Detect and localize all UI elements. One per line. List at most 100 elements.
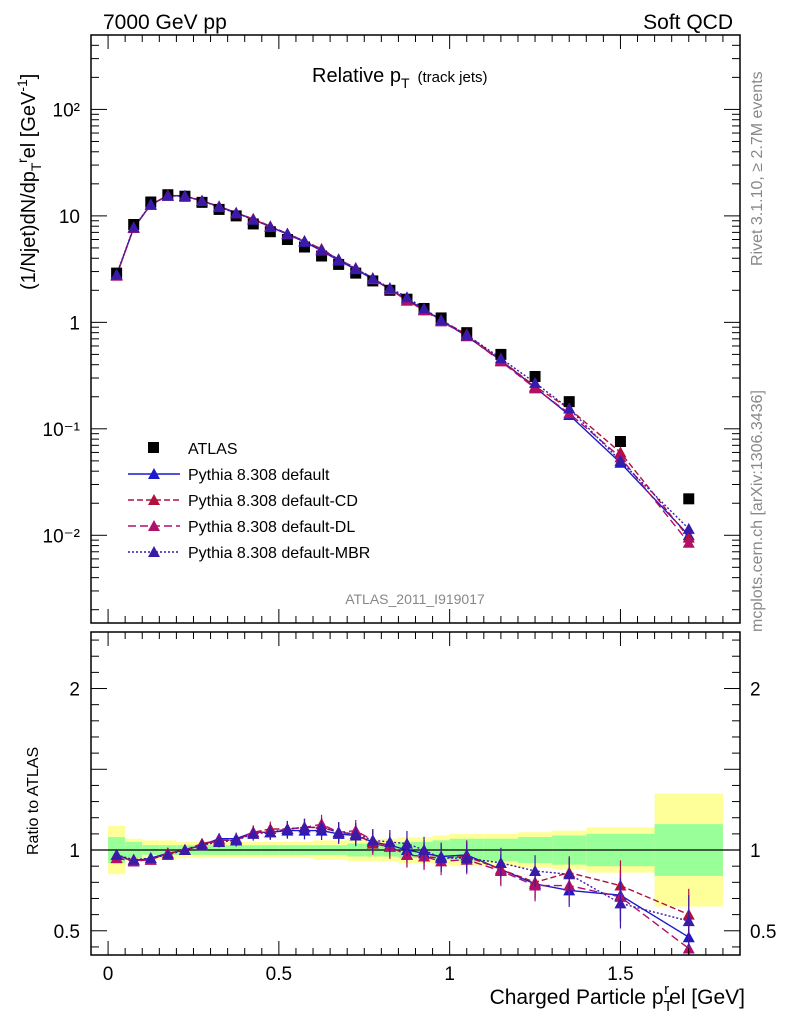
mbr-data-point [682,522,695,534]
atlas-data-point [298,241,310,253]
ratio-uncertainty-bands [91,793,740,907]
mbr-ratio-point [247,827,260,839]
mbr-data-point [178,189,191,201]
top-y-tick-label: 10 [59,207,80,228]
mbr-data-point [563,402,576,414]
mbr-data-point [614,454,627,466]
legend: ATLAS Pythia 8.308 default Pythia 8.308 de… [128,441,370,562]
mbr-data-point [460,329,473,341]
mbr-data-point [110,268,123,280]
mbr-ratio-point [435,852,448,864]
atlas-data-point [316,250,328,262]
bottom-y-axis-label: Ratio to ATLAS [25,747,42,855]
x-axis-label: Charged Particle pTrel [GeV] [490,981,745,1015]
top-y-tick-label: 1 [69,313,80,334]
mbr-ratio-point [332,826,345,838]
mbr-data-point [383,282,396,294]
atlas-data-point [281,234,293,246]
mbr-data-point [213,201,226,213]
mbr-ratio-point [349,827,362,839]
series-line-default [115,194,690,536]
mbr-data-point [332,253,345,265]
mbr-data-point [264,220,277,232]
mbr-ratio-point [315,821,328,833]
mbr-data-point [315,243,328,255]
mbr-ratio-point [614,897,627,909]
ratio-y-tick-label: 1 [69,841,80,862]
ratio-series-group [110,814,695,955]
legend-label-default: Pythia 8.308 default [188,467,330,484]
legend-marker-atlas [148,442,159,453]
legend-marker-default [148,468,160,479]
legend-marker-dl [148,520,160,531]
mbr-data-point [127,221,140,233]
mbr-data-point [298,235,311,247]
mbr-data-point [400,291,413,303]
legend-marker-cd [148,494,160,505]
ratio-y-tick-label-right: 1 [750,841,761,862]
ratio-y-tick-label: 2 [69,680,80,701]
mbr-ratio-point [230,834,243,846]
x-tick-label: 0 [103,964,114,985]
mbr-data-point [418,302,431,314]
mbr-ratio-point [213,835,226,847]
legend-label-atlas: ATLAS [188,441,238,458]
mbr-ratio-point [682,915,695,927]
dl-data-point [682,536,695,548]
mbr-ratio-point [418,844,431,856]
analysis-watermark: ATLAS_2011_I919017 [345,591,485,607]
mbr-data-point [435,314,448,326]
plot-title: Relative pT (track jets) [312,65,488,91]
rivet-label: Rivet 3.1.10, ≥ 2.7M events [749,71,766,266]
mbr-ratio-point [281,823,294,835]
x-tick-label: 1.5 [607,964,633,985]
mbr-ratio-point [110,848,123,860]
mbr-ratio-point [264,826,277,838]
series-line-dl [115,194,690,544]
mbr-data-point [529,376,542,388]
series-line-cd [115,194,690,539]
mbr-data-point [494,352,507,364]
mbr-data-point [196,194,209,206]
mbr-ratio-point [161,848,174,860]
top-y-tick-label: 10⁻² [43,526,81,547]
mbr-ratio-point [196,839,209,851]
mbr-data-point [349,262,362,274]
mbr-data-point [230,207,243,219]
atlas-data-point [614,436,626,448]
atlas-data-point [529,371,541,383]
mbr-ratio-point [298,821,311,833]
ratio-plot-frame [90,631,741,956]
mbr-ratio-point [383,835,396,847]
top-y-tick-label: 10² [53,100,80,121]
top-y-tick-label: 10⁻¹ [43,420,81,441]
mbr-ratio-point [366,834,379,846]
header-energy-label: 7000 GeV pp [103,11,227,34]
mbr-ratio-point [529,865,542,877]
ratio-y-tick-label-right: 2 [750,680,761,701]
top-y-axis-label: (1/Njet)dN/dpTrel [GeV-1] [14,74,44,290]
atlas-data-point [563,396,575,408]
x-tick-label: 1 [444,964,455,985]
mbr-ratio-point [563,868,576,880]
mcplots-label: mcplots.cern.ch [arXiv:1306.3436] [749,390,766,632]
legend-label-cd: Pythia 8.308 default-CD [188,493,358,510]
legend-label-dl: Pythia 8.308 default-DL [188,519,355,536]
ratio-y-tick-label: 0.5 [54,922,80,943]
mbr-ratio-point [460,852,473,864]
legend-marker-mbr [148,546,160,557]
legend-label-mbr: Pythia 8.308 default-MBR [188,545,370,562]
top-series-group [110,189,695,548]
mbr-ratio-point [178,844,191,856]
mbr-data-point [281,227,294,239]
mbr-data-point [161,189,174,201]
mbr-ratio-point [494,856,507,868]
mbr-data-point [144,198,157,210]
atlas-data-point [683,493,695,505]
mbr-data-point [247,213,260,225]
mbr-ratio-point [144,852,157,864]
x-tick-label: 0.5 [266,964,292,985]
mbr-ratio-point [400,837,413,849]
mbr-data-point [366,272,379,284]
